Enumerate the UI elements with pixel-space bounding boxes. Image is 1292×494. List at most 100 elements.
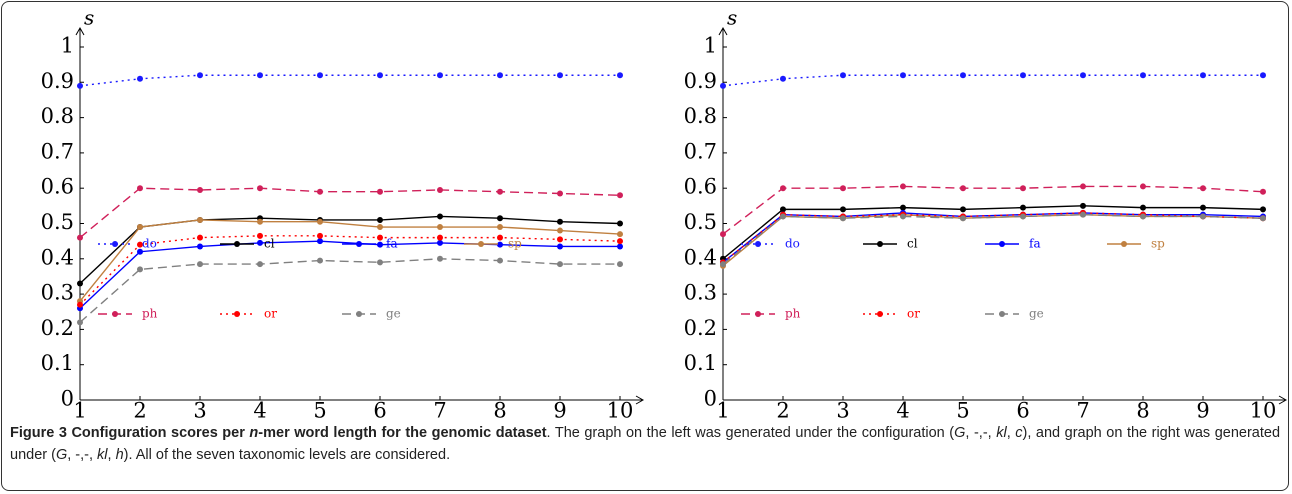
y-tick-label: 0.2 (41, 316, 74, 340)
point (197, 243, 203, 250)
legend-marker (356, 241, 362, 247)
chart-right: ns00.10.20.30.40.50.60.70.80.91123456789… (684, 6, 1288, 421)
point (497, 72, 503, 79)
point (437, 239, 443, 246)
point (497, 224, 503, 231)
caption-text: kl (97, 447, 108, 463)
point (720, 231, 726, 238)
point (780, 75, 786, 82)
point (1260, 215, 1266, 222)
point (437, 186, 443, 193)
point (557, 72, 563, 79)
legend-label: cl (264, 237, 275, 251)
y-tick-label: 1 (704, 34, 717, 58)
point (840, 72, 846, 79)
legend-marker (112, 241, 118, 247)
x-tick-label: 6 (1016, 399, 1029, 421)
point (257, 232, 263, 239)
point (257, 218, 263, 225)
y-tick-label: 0.9 (41, 69, 74, 93)
y-tick-label: 0.4 (41, 245, 74, 269)
legend-marker (234, 241, 240, 247)
y-tick-label: 0.5 (684, 210, 717, 234)
x-tick-label: 3 (193, 399, 206, 421)
series-line (79, 235, 621, 306)
point (840, 215, 846, 222)
point (1080, 211, 1086, 218)
x-arrow (635, 395, 645, 405)
point (720, 261, 726, 268)
caption: Figure 3 Configuration scores per n-mer … (10, 422, 1280, 466)
caption-text: ). All of the seven taxonomic levels are… (123, 447, 451, 463)
point (317, 218, 323, 225)
series-line (722, 212, 1264, 263)
point (900, 204, 906, 211)
caption-text: , (107, 447, 116, 463)
point (377, 216, 383, 223)
legend-label: cl (907, 237, 918, 251)
point (497, 234, 503, 241)
point (137, 241, 143, 248)
x-tick-label: 8 (1136, 399, 1149, 421)
point (900, 213, 906, 220)
y-tick-label: 0.7 (684, 139, 717, 163)
y-tick-label: 1 (61, 34, 74, 58)
point (1200, 72, 1206, 79)
legend-label: ph (785, 307, 801, 321)
point (257, 239, 263, 246)
series-line (79, 219, 621, 302)
point (437, 72, 443, 79)
point (1260, 188, 1266, 195)
caption-text: G (55, 447, 68, 463)
x-tick-label: 4 (253, 399, 266, 421)
x-tick-label: 2 (776, 399, 789, 421)
point (617, 261, 623, 268)
point (437, 224, 443, 231)
point (1080, 183, 1086, 190)
x-tick-label: 1 (716, 399, 729, 421)
x-tick-label: 8 (493, 399, 506, 421)
point (137, 266, 143, 273)
point (617, 231, 623, 238)
point (497, 188, 503, 195)
point (960, 185, 966, 192)
point (1140, 183, 1146, 190)
point (137, 248, 143, 255)
legend-label: do (785, 237, 800, 251)
legend-label: ph (142, 307, 158, 321)
series-line (722, 185, 1264, 235)
x-tick-label: 9 (553, 399, 566, 421)
point (197, 234, 203, 241)
y-tick-label: 0.9 (684, 69, 717, 93)
point (77, 234, 83, 241)
caption-text: , -,-, (965, 425, 997, 441)
legend-marker (755, 311, 761, 317)
point (377, 234, 383, 241)
series-line (722, 74, 1263, 87)
y-tick-label: 0.3 (684, 281, 717, 305)
y-tick-label: 0.6 (684, 175, 717, 199)
legend-marker (877, 311, 883, 317)
point (377, 72, 383, 79)
legend-marker (877, 241, 883, 247)
y-tick-label: 0.1 (684, 351, 717, 375)
caption-text: , -,-, (67, 447, 98, 463)
caption-text: , (1006, 425, 1016, 441)
x-tick-label: 4 (896, 399, 909, 421)
caption-text: G (954, 425, 966, 441)
series-line (79, 187, 621, 239)
point (780, 213, 786, 220)
legend-label: do (142, 237, 157, 251)
legend-marker (999, 241, 1005, 247)
x-tick-label: 5 (313, 399, 326, 421)
point (960, 206, 966, 213)
point (497, 257, 503, 264)
point (720, 82, 726, 89)
point (1080, 72, 1086, 79)
x-tick-label: 10 (1250, 399, 1277, 421)
series-line (79, 74, 620, 87)
y-axis-label: s (84, 6, 94, 30)
caption-text: kl (996, 425, 1007, 441)
point (497, 215, 503, 222)
